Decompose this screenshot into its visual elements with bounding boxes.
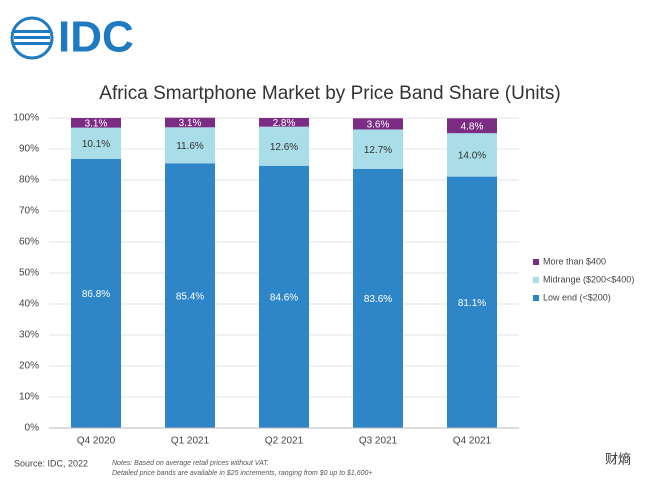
y-tick-label: 50% (19, 268, 39, 279)
bar-segment (259, 118, 309, 127)
value-label: 4.8% (461, 121, 484, 132)
legend-swatch (533, 295, 539, 301)
logo-stripe (14, 36, 50, 39)
x-tick-label: Q2 2021 (265, 436, 304, 447)
x-tick-label: Q4 2021 (453, 436, 492, 447)
x-tick-label: Q4 2020 (77, 436, 116, 447)
bar-segment (71, 158, 121, 429)
logo-circle (10, 16, 54, 60)
legend-label: Low end (<$200) (543, 292, 611, 302)
bar-segment (447, 133, 497, 177)
y-tick-label: 80% (19, 175, 39, 186)
bar-segment (165, 117, 215, 128)
value-label: 3.1% (179, 118, 202, 129)
y-tick-label: 30% (19, 330, 39, 341)
y-tick-label: 40% (19, 299, 39, 310)
value-label: 12.7% (364, 145, 392, 156)
y-tick-label: 0% (25, 423, 40, 434)
value-label: 11.6% (176, 141, 204, 152)
note: Notes: Based on average retail prices wi… (112, 460, 269, 467)
bar-segment (71, 118, 121, 128)
legend-label: More than $400 (543, 256, 606, 266)
bar-segment (447, 176, 497, 428)
x-tick-label: Q1 2021 (171, 436, 210, 447)
bar-segment (353, 129, 403, 169)
value-label: 10.1% (82, 139, 110, 150)
logo-stripe (14, 30, 50, 33)
value-label: 12.6% (270, 142, 298, 153)
legend-swatch (533, 259, 539, 265)
note: Detailed price bands are available in $2… (112, 470, 373, 477)
value-label: 3.1% (85, 118, 108, 129)
y-tick-label: 70% (19, 206, 39, 217)
logo-mark (10, 16, 54, 60)
watermark: 财熵 (605, 451, 631, 466)
chart-title: Africa Smartphone Market by Price Band S… (99, 83, 560, 104)
legend-swatch (533, 277, 539, 283)
value-label: 3.6% (367, 120, 390, 131)
logo-text: IDC (58, 13, 134, 62)
value-label: 2.8% (273, 118, 296, 129)
bar-segment (447, 118, 497, 134)
bar-segment (259, 165, 309, 429)
value-label: 81.1% (458, 298, 486, 309)
bar-segment (259, 126, 309, 166)
value-label: 83.6% (364, 294, 392, 305)
value-label: 86.8% (82, 289, 110, 300)
bar-segment (353, 168, 403, 428)
bar-segment (165, 163, 215, 428)
legend-label: Midrange ($200<$400) (543, 274, 634, 284)
bar-segment (71, 127, 121, 159)
logo-stripe (14, 42, 50, 45)
y-tick-label: 20% (19, 361, 39, 372)
y-tick-label: 60% (19, 237, 39, 248)
value-label: 84.6% (270, 293, 298, 304)
value-label: 85.4% (176, 291, 204, 302)
bar-segment (165, 127, 215, 164)
bar-segment (353, 118, 403, 130)
y-tick-label: 10% (19, 392, 39, 403)
x-tick-label: Q3 2021 (359, 436, 398, 447)
value-label: 14.0% (458, 151, 486, 162)
y-tick-label: 90% (19, 144, 39, 155)
source: Source: IDC, 2022 (14, 458, 88, 468)
y-tick-label: 100% (13, 113, 39, 124)
